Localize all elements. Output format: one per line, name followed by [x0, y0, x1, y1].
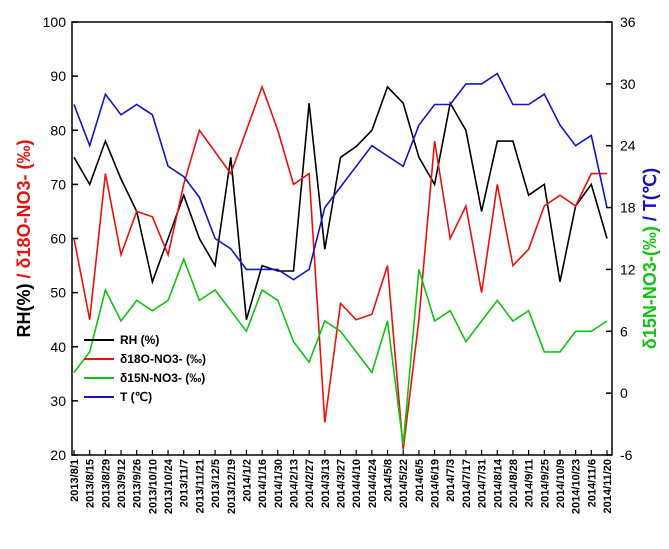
y-tick-label: 40	[50, 339, 66, 355]
legend-label: δ15N-NO3- (‰)	[120, 371, 205, 385]
x-tick-label: 2013/10/10	[147, 459, 159, 514]
y2-tick-label: 30	[620, 76, 636, 92]
x-tick-label: 2014/8/28	[508, 459, 520, 508]
x-tick-label: 2013/12/19	[226, 459, 238, 514]
legend-label: RH (%)	[120, 333, 159, 347]
y2-tick-label: -6	[620, 447, 633, 463]
x-tick-label: 2014/10/23	[571, 459, 583, 514]
y2-tick-label: 0	[620, 385, 628, 401]
y2-tick-label: 24	[620, 138, 636, 154]
x-tick-label: 2014/6/19	[430, 459, 442, 508]
x-tick-label: 2014/3/13	[320, 459, 332, 508]
y2-axis-label: δ15N-NO3-(‰) / T(℃)	[640, 168, 660, 349]
x-tick-label: 2014/6/5	[414, 459, 426, 502]
y-tick-label: 20	[50, 447, 66, 463]
x-tick-label: 2013/9/26	[132, 459, 144, 508]
x-tick-label: 2014/1/16	[257, 459, 269, 508]
x-tick-label: 2014/3/27	[336, 459, 348, 508]
y2-axis-label-part: / T(℃)	[640, 168, 660, 226]
x-tick-label: 2014/2/13	[288, 459, 300, 508]
series-line	[73, 84, 607, 450]
x-tick-label: 2013/12/5	[210, 459, 222, 508]
plot-frame	[71, 21, 613, 456]
series-line	[73, 85, 608, 320]
y-tick-label: 30	[50, 393, 66, 409]
x-tick-label: 2014/11/20	[602, 459, 614, 513]
legend-label: T (℃)	[120, 390, 152, 404]
y-tick-label: 70	[50, 176, 66, 192]
x-tick-label: 2014/5/8	[383, 459, 395, 502]
x-tick-label: 2014/5/22	[398, 459, 410, 508]
y2-axis-label-part: δ15N-NO3-(‰)	[640, 226, 660, 349]
y-axis-label: RH(%) / δ18O-NO3- (‰)	[14, 140, 34, 338]
y-axis-label-part: / δ18O-NO3- (‰)	[14, 140, 34, 284]
x-tick-label: 2013/8/1	[69, 459, 81, 502]
x-tick-label: 2014/9/11	[524, 459, 536, 507]
y-axis-label-part: RH(%)	[14, 283, 34, 337]
x-tick-label: 2014/7/3	[445, 459, 457, 502]
x-tick-label: 2014/7/31	[477, 459, 489, 508]
x-tick-label: 2013/10/24	[163, 458, 175, 514]
x-tick-label: 2013/9/12	[116, 459, 128, 508]
y-tick-label: 60	[50, 231, 66, 247]
y2-tick-label: 36	[620, 14, 636, 30]
x-tick-label: 2014/4/24	[367, 458, 379, 508]
x-tick-label: 2013/11/7	[179, 459, 191, 507]
series-line	[73, 256, 608, 445]
x-tick-label: 2014/1/30	[273, 459, 285, 508]
y2-tick-label: 18	[620, 200, 636, 216]
y-tick-label: 90	[50, 68, 66, 84]
x-tick-label: 2014/7/17	[461, 459, 473, 508]
x-tick-label: 2014/10/9	[555, 459, 567, 508]
y-tick-label: 100	[43, 14, 67, 30]
y2-tick-label: 12	[620, 261, 636, 277]
series-line	[73, 72, 608, 281]
y-tick-label: 50	[50, 285, 66, 301]
x-tick-label: 2014/9/25	[539, 459, 551, 508]
x-tick-label: 2014/4/10	[351, 459, 363, 508]
y2-tick-label: 6	[620, 323, 628, 339]
x-tick-label: 2013/11/21	[194, 459, 206, 513]
legend-label: δ18O-NO3- (‰)	[120, 352, 206, 366]
x-tick-label: 2013/8/29	[100, 459, 112, 508]
x-tick-label: 2014/1/2	[241, 459, 253, 502]
y-tick-label: 80	[50, 122, 66, 138]
x-tick-label: 2013/8/15	[85, 459, 97, 508]
x-tick-label: 2014/8/14	[492, 458, 504, 508]
x-tick-label: 2014/2/27	[304, 459, 316, 508]
x-tick-label: 2014/11/6	[586, 459, 598, 507]
